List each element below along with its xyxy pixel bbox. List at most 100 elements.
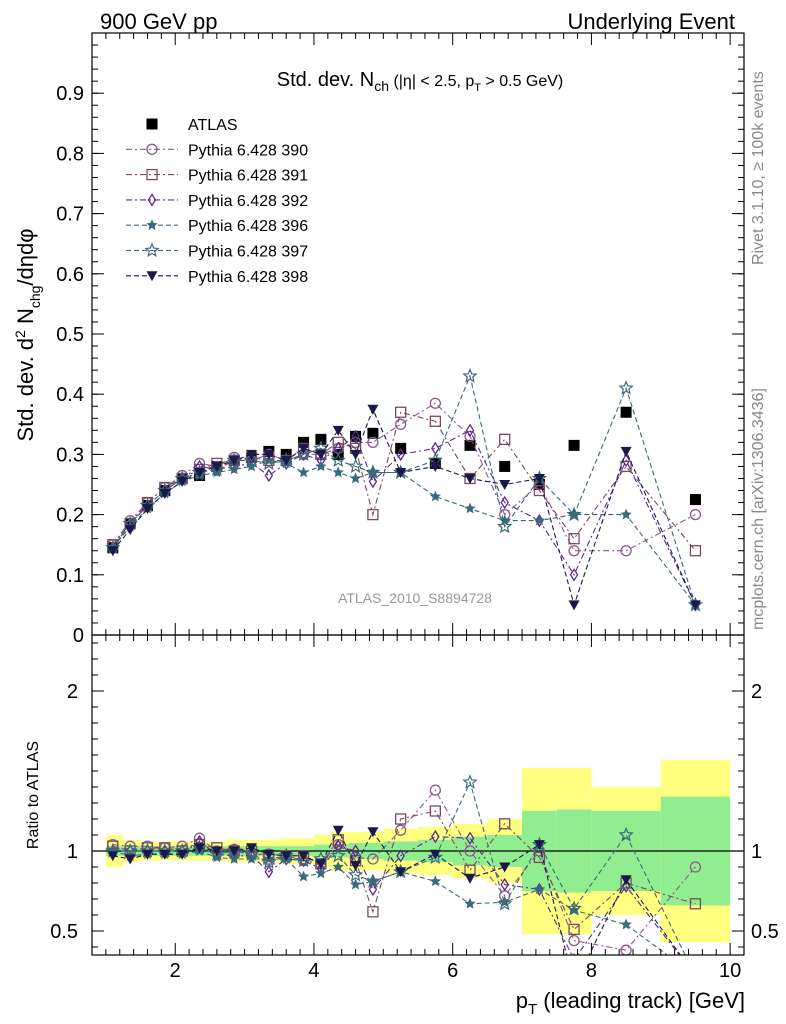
main-series-0-point [464,439,476,451]
ratio-series-4-point [497,895,513,911]
main-series-0-point [533,479,545,490]
main-series-3-line [112,429,696,606]
ratio-series-0-point [620,944,632,955]
legend-label-4: Pythia 6.428 396 [188,218,308,235]
ratio-series-4-point [347,866,364,882]
x-axis-label: pT (leading track) [GeV] [516,988,745,1018]
main-series-2-point [395,406,407,418]
legend-marker-4 [146,219,158,231]
ratio-series-3-point [690,970,702,981]
main-series-4-point [429,490,441,502]
ratio-series-2-point [333,839,343,853]
main-series-2-point [533,484,546,497]
main-series-3-point [500,495,509,510]
main-series-6-point [568,600,580,611]
main-series-5-point [209,461,225,476]
main-ytick-label: 0.8 [56,143,84,165]
main-series-4-point [332,466,344,478]
main-series-3-point [569,568,579,582]
ratio-series-0-point [395,824,407,836]
ratio-series-0-point [464,845,476,857]
ratio-series-3-point [349,878,362,890]
legend-marker-5 [144,242,160,258]
main-series-0-point [620,406,632,418]
main-series-2-point [689,545,702,557]
main-series-1-line [112,402,696,552]
main-series-4-point [315,460,327,472]
legend-label-5: Pythia 6.428 397 [188,244,308,261]
main-series-6-point [464,473,476,484]
ratio-series-4-point [618,826,634,842]
ratio-series-5-point [194,843,206,854]
main-series-6-point [280,455,292,466]
ratio-panel: 0.5 0.5 1 1 2 2 2 4 6 8 10 Ratio to ATLAS [25,634,779,982]
main-series-6-point [689,600,701,611]
main-ytick-label: 0.7 [56,204,84,226]
main-series-6-point [350,449,362,460]
main-series-5-point [365,464,381,479]
main-series-0-point [689,494,701,506]
ratio-series-0-point [193,832,206,844]
ratio-series-5-point [367,827,379,838]
main-series-3-point [621,453,631,468]
ratio-series-3-point [297,870,310,882]
legend-label-0: ATLAS [188,117,238,134]
main-series-6-point [141,504,153,515]
ratio-series-4-point [365,873,381,888]
ratio-series-3-point [533,883,546,895]
main-series-6-point [246,449,258,460]
legend-label-3: Pythia 6.428 392 [188,193,308,210]
ratio-series-5-point [124,854,136,865]
main-series-3-point [396,447,405,462]
ratio-series-5-point [280,851,292,862]
main-series-0-point [367,427,379,439]
main-series-4-point [245,460,258,472]
main-ytick-label: 0.3 [56,444,84,466]
ratio-series-5-point [176,849,188,860]
ratio-ytick-label: 2 [67,681,78,703]
main-series-4-point [349,472,362,484]
main-ytick-label: 0.2 [56,505,84,527]
main-series-4-point [620,508,632,520]
ratio-series-4-point [330,847,346,863]
main-series-5-point [243,452,260,468]
main-series-2-point [429,415,441,427]
main-ytick-label: 0.1 [56,565,84,587]
ratio-series-2-point [431,829,440,844]
main-series-0-point [298,436,310,448]
legend-marker-0 [146,118,158,130]
main-series-6 [107,404,701,611]
ratio-series-1-point [429,805,441,817]
ratio-series-2-point [572,953,576,955]
main-series-3-point [465,423,475,438]
main-series-6-line [112,407,696,607]
main-series-1-point [620,545,632,557]
ratio-series-5-point [332,825,344,836]
main-series-2-point [499,433,511,446]
ratio-series-4-point [261,854,277,869]
ratio-ytick-label-right: 1 [751,841,762,863]
ratio-series-4-point [209,846,225,861]
main-series-6-point [315,449,327,460]
ratio-series-0-point [568,934,580,947]
main-series-0-point [499,460,511,472]
main-title: Std. dev. Nch (|η| < 2.5, pT > 0.5 GeV) [277,69,564,94]
main-series-6-point [124,525,136,536]
main-series-0-point [315,433,327,445]
ratio-series-5-point [533,840,545,851]
main-ytick-label: 0 [73,625,84,647]
main-series-2-point [568,533,580,545]
main-series-1-point [367,436,379,449]
main-series-5-point [566,506,582,522]
ratio-series-2-point [692,970,699,981]
ratio-series-5-point [690,971,701,981]
x-tick-label: 4 [308,960,319,982]
main-ytick-label: 0.9 [56,83,84,105]
legend-marker-2 [146,168,158,181]
main-panel: Std. dev. Nch (|η| < 2.5, pT > 0.5 GeV) … [12,32,745,647]
ratio-series-2-point [500,877,509,892]
ratio-series-5-point [315,859,327,870]
main-series-6-point [332,425,344,436]
legend: ATLAS Pythia 6.428 390 Pythia 6.428 391 Pyt… [126,117,308,286]
main-series-4-point [297,466,310,478]
